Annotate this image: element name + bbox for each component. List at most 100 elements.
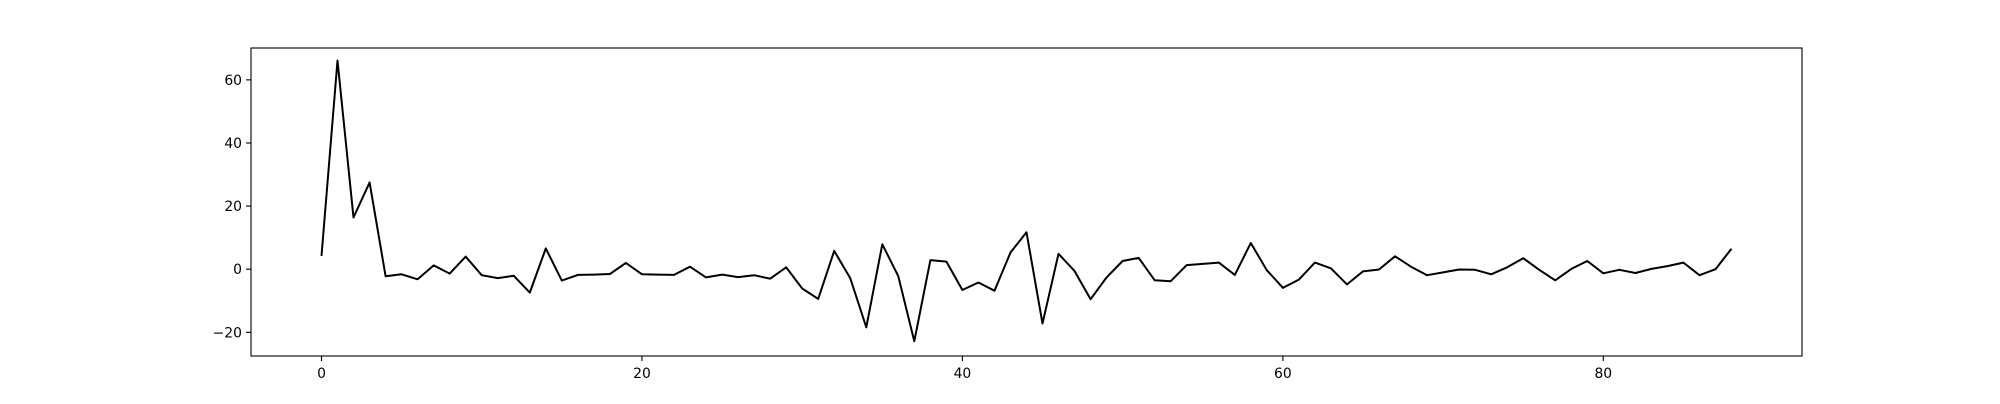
data-point (1602, 272, 1604, 274)
data-point (1618, 269, 1620, 271)
data-point (481, 274, 483, 276)
data-point (1154, 279, 1156, 281)
data-point (1554, 279, 1556, 281)
data-point (753, 274, 755, 276)
data-point (337, 60, 339, 62)
data-point (625, 262, 627, 264)
data-point (561, 280, 563, 282)
data-point (993, 290, 995, 292)
data-point (1442, 271, 1444, 273)
data-point (1682, 262, 1684, 264)
data-point (865, 326, 867, 328)
data-point (1426, 274, 1428, 276)
data-point (1731, 248, 1733, 250)
data-point (1522, 257, 1524, 259)
data-point (1009, 251, 1011, 253)
data-point (1506, 266, 1508, 268)
data-point (593, 274, 595, 276)
data-point (785, 266, 787, 268)
data-point (705, 276, 707, 278)
data-point (849, 277, 851, 279)
data-point (1058, 253, 1060, 255)
y-tick-label: 40 (224, 136, 242, 152)
data-point (545, 247, 547, 249)
y-tick-label: 0 (233, 262, 242, 278)
data-point (1186, 264, 1188, 266)
data-point (401, 273, 403, 275)
data-point (1026, 231, 1028, 233)
data-point (1138, 257, 1140, 259)
y-tick-label: 60 (224, 73, 242, 89)
data-point (1634, 272, 1636, 274)
data-point (609, 273, 611, 275)
series-points (321, 60, 1733, 343)
x-tick-label: 40 (954, 366, 972, 382)
data-point (1714, 268, 1716, 270)
data-point (1282, 287, 1284, 289)
data-point (1090, 298, 1092, 300)
data-point (385, 275, 387, 277)
x-axis-ticks: 0 20 40 60 80 (317, 356, 1612, 382)
data-point (1378, 269, 1380, 271)
data-point (1458, 269, 1460, 271)
data-point (641, 273, 643, 275)
data-point (1106, 276, 1108, 278)
data-point (1346, 283, 1348, 285)
data-point (689, 266, 691, 268)
data-point (1202, 263, 1204, 265)
data-point (1122, 260, 1124, 262)
data-point (737, 276, 739, 278)
data-point (897, 275, 899, 277)
data-point (417, 278, 419, 280)
plot-frame (250, 47, 1803, 357)
data-point (1234, 274, 1236, 276)
data-point (833, 250, 835, 252)
x-tick-label: 20 (633, 366, 651, 382)
data-point (801, 287, 803, 289)
data-point (1362, 270, 1364, 272)
data-point (1650, 268, 1652, 270)
data-point (1698, 274, 1700, 276)
data-point (657, 274, 659, 276)
y-tick-label: 20 (224, 199, 242, 215)
data-point (529, 292, 531, 294)
data-point (1394, 255, 1396, 257)
data-point (881, 243, 883, 245)
data-point (513, 275, 515, 277)
data-point (1474, 269, 1476, 271)
data-point (1218, 262, 1220, 264)
data-point (577, 274, 579, 276)
data-point (497, 277, 499, 279)
data-point (1314, 262, 1316, 264)
data-point (913, 340, 915, 342)
data-point (1538, 269, 1540, 271)
x-tick-label: 80 (1594, 366, 1612, 382)
data-point (1330, 267, 1332, 269)
data-point (1074, 270, 1076, 272)
data-point (673, 274, 675, 276)
data-point (1250, 242, 1252, 244)
data-point (1170, 280, 1172, 282)
data-point (353, 216, 355, 218)
data-point (769, 278, 771, 280)
data-point (1586, 260, 1588, 262)
x-tick-label: 0 (317, 366, 326, 382)
series-line (320, 59, 1733, 343)
data-point (1298, 279, 1300, 281)
data-point (1266, 269, 1268, 271)
data-point (321, 255, 323, 257)
data-point (945, 261, 947, 263)
x-tick-label: 60 (1274, 366, 1292, 382)
data-point (1666, 265, 1668, 267)
data-point (433, 264, 435, 266)
data-point (1490, 273, 1492, 275)
data-point (449, 273, 451, 275)
data-point (961, 289, 963, 291)
data-point (721, 274, 723, 276)
data-point (977, 281, 979, 283)
data-point (369, 181, 371, 183)
series-layer (320, 59, 1733, 343)
data-point (465, 256, 467, 258)
